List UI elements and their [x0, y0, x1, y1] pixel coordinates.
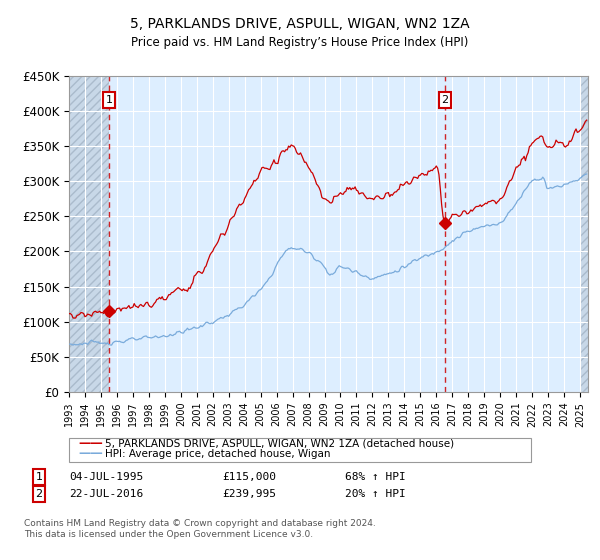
- Text: 1: 1: [106, 95, 112, 105]
- Text: 22-JUL-2016: 22-JUL-2016: [69, 489, 143, 499]
- Text: 20% ↑ HPI: 20% ↑ HPI: [345, 489, 406, 499]
- Text: 68% ↑ HPI: 68% ↑ HPI: [345, 472, 406, 482]
- Text: HPI: Average price, detached house, Wigan: HPI: Average price, detached house, Wiga…: [105, 449, 331, 459]
- Text: 1: 1: [35, 472, 43, 482]
- Text: 5, PARKLANDS DRIVE, ASPULL, WIGAN, WN2 1ZA: 5, PARKLANDS DRIVE, ASPULL, WIGAN, WN2 1…: [130, 17, 470, 31]
- Text: ——: ——: [78, 438, 103, 452]
- Text: ——: ——: [78, 447, 103, 460]
- Text: 2: 2: [442, 95, 449, 105]
- Text: 2: 2: [35, 489, 43, 499]
- Bar: [580, 76, 588, 392]
- Text: Contains HM Land Registry data © Crown copyright and database right 2024.
This d: Contains HM Land Registry data © Crown c…: [24, 520, 376, 539]
- Text: 5, PARKLANDS DRIVE, ASPULL, WIGAN, WN2 1ZA (detached house): 5, PARKLANDS DRIVE, ASPULL, WIGAN, WN2 1…: [105, 440, 454, 450]
- Text: Price paid vs. HM Land Registry’s House Price Index (HPI): Price paid vs. HM Land Registry’s House …: [131, 36, 469, 49]
- Text: HPI: Average price, detached house, Wigan: HPI: Average price, detached house, Wiga…: [105, 451, 331, 461]
- Text: 04-JUL-1995: 04-JUL-1995: [69, 472, 143, 482]
- Text: £239,995: £239,995: [222, 489, 276, 499]
- Text: 5, PARKLANDS DRIVE, ASPULL, WIGAN, WN2 1ZA (detached house): 5, PARKLANDS DRIVE, ASPULL, WIGAN, WN2 1…: [105, 438, 454, 449]
- Text: £115,000: £115,000: [222, 472, 276, 482]
- Bar: [69, 76, 109, 392]
- Text: ——: ——: [78, 450, 103, 463]
- Text: ——: ——: [78, 437, 103, 450]
